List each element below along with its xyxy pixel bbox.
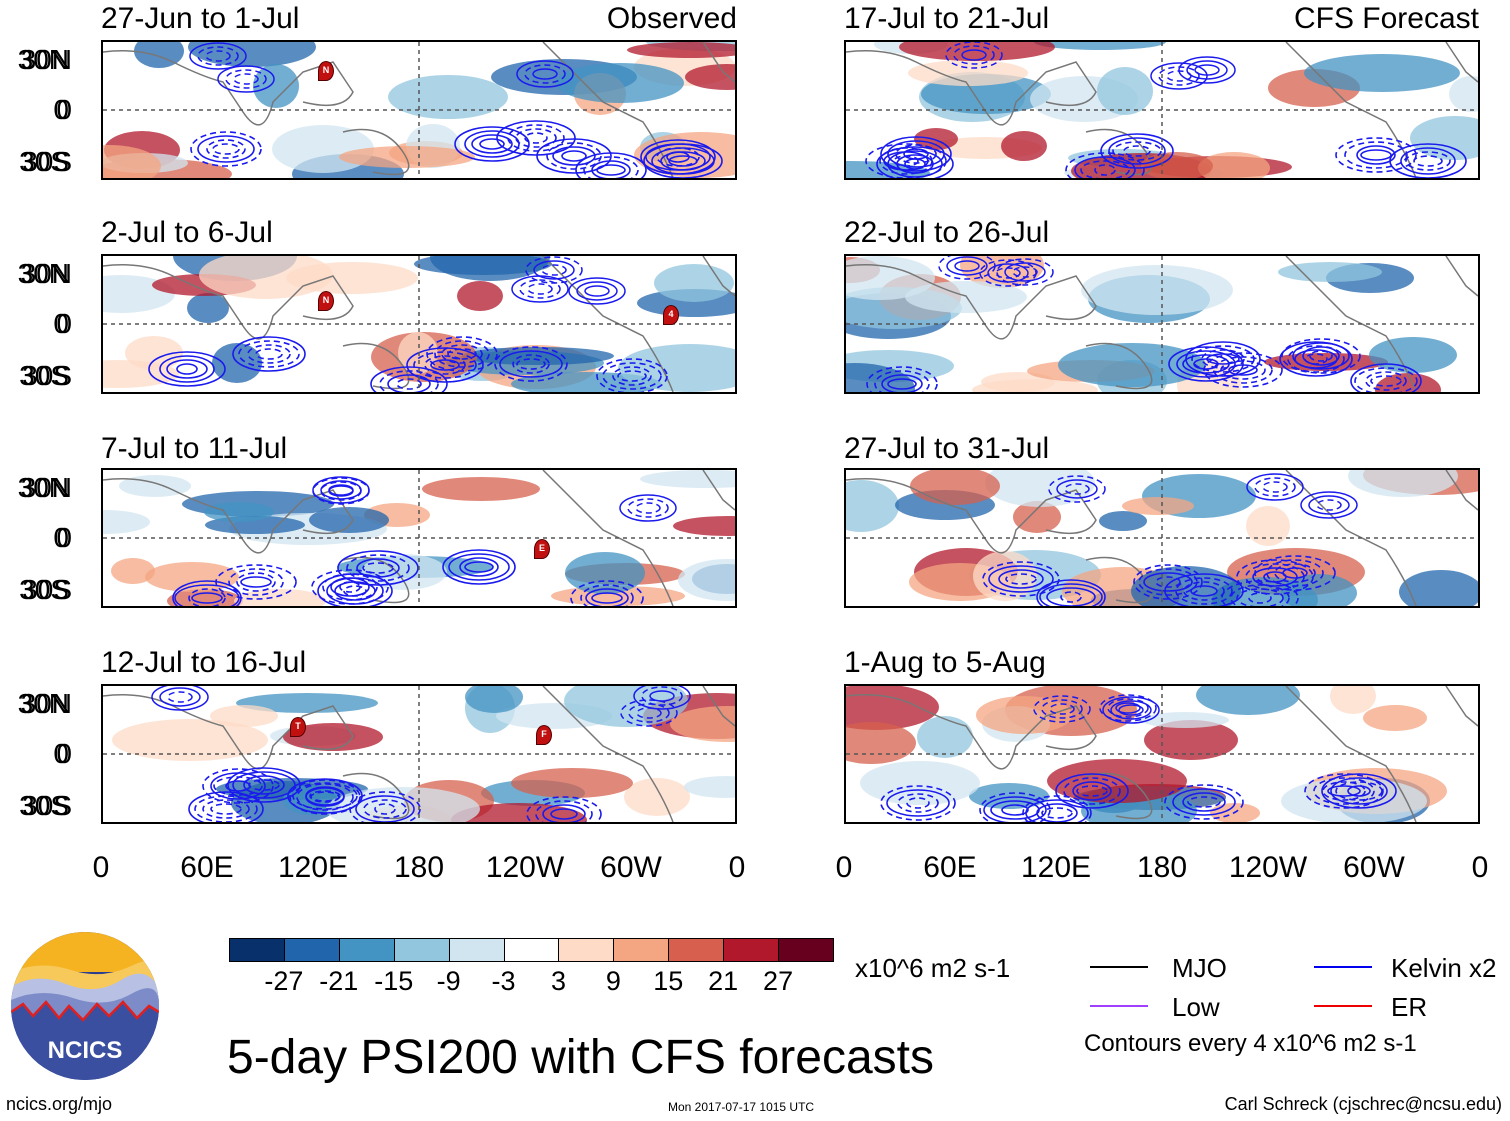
panel-title: 22-Jul to 26-Jul [844, 216, 1050, 249]
lat-label: 30N [17, 44, 69, 75]
colorbar-label: -21 [319, 966, 359, 996]
timestamp: Mon 2017-07-17 1015 UTC [668, 1100, 815, 1114]
legend-low-line [1090, 1005, 1148, 1007]
colorbar-swatch [283, 938, 340, 962]
lat-label: 30S [19, 790, 69, 821]
lat-label: 30N [17, 472, 69, 503]
storm-marker: N [318, 61, 334, 81]
lat-label: 30S [22, 790, 72, 821]
colorbar-swatch [723, 938, 780, 962]
panel-title: 27-Jul to 31-Jul [844, 432, 1050, 465]
lat-label: 30S [22, 146, 72, 177]
lon-label: 60W [1343, 851, 1405, 884]
lat-label: 0 [56, 522, 72, 553]
colorbar-swatch [613, 938, 670, 962]
contour-note: Contours every 4 x10^6 m2 s-1 [1084, 1030, 1417, 1057]
lon-label: 120E [1020, 851, 1092, 884]
colorbar-swatch [338, 938, 395, 962]
lon-label: 60W [600, 851, 662, 884]
colorbar-label: 27 [763, 966, 794, 996]
legend-low-label: Low [1172, 992, 1220, 1022]
lat-label: 30N [20, 688, 72, 719]
colorbar-swatch [503, 938, 560, 962]
colorbar-label: 15 [653, 966, 684, 996]
footer-author: Carl Schreck (cjschrec@ncsu.edu) [1224, 1094, 1502, 1114]
lat-label: 0 [53, 94, 69, 125]
panel-title: 27-Jun to 1-Jul [101, 2, 300, 35]
panel-title: 7-Jul to 11-Jul [101, 432, 288, 465]
footer-link[interactable]: ncics.org/mjo [6, 1094, 113, 1114]
lat-label: 0 [56, 738, 72, 769]
lat-label: 30S [19, 146, 69, 177]
legend-mjo-line [1090, 966, 1148, 968]
legend-kelvin-label: Kelvin x2 [1391, 953, 1497, 983]
panel-title: 1-Aug to 5-Aug [844, 646, 1046, 679]
colorbar-swatch [448, 938, 505, 962]
ncics-logo: NCICS [11, 932, 159, 1080]
main-title: 5-day PSI200 with CFS forecasts [227, 1031, 934, 1084]
colorbar-label: -3 [491, 966, 516, 996]
psi200-map [844, 468, 1480, 608]
lat-label: 0 [53, 308, 69, 339]
lat-label: 0 [53, 522, 69, 553]
lon-label: 0 [728, 851, 746, 884]
legend-er-line [1314, 1005, 1372, 1007]
storm-marker: E [534, 539, 550, 559]
lon-label: 120W [1228, 851, 1308, 884]
colorbar-label: 9 [605, 966, 621, 996]
lat-label: 30S [22, 574, 72, 605]
storm-marker: F [536, 725, 552, 745]
lon-label: 0 [835, 851, 853, 884]
storm-marker: T [290, 717, 306, 737]
colorbar-swatch [229, 938, 285, 962]
colorbar-label: -15 [374, 966, 414, 996]
psi200-map [844, 254, 1480, 394]
colorbar-label: -9 [436, 966, 461, 996]
lat-label: 30N [20, 472, 72, 503]
panel-tag: CFS Forecast [1293, 2, 1479, 35]
storm-marker: N [318, 291, 334, 311]
legend-mjo-label: MJO [1172, 953, 1227, 983]
colorbar-swatch [393, 938, 450, 962]
lat-label: 30N [20, 44, 72, 75]
lon-label: 0 [92, 851, 110, 884]
lon-label: 120W [485, 851, 565, 884]
legend-er-label: ER [1391, 992, 1428, 1022]
colorbar-label: 3 [550, 966, 566, 996]
legend-kelvin-line [1314, 966, 1372, 968]
psi200-map: N [101, 40, 737, 180]
lon-label: 180 [393, 851, 445, 884]
panel-title: 12-Jul to 16-Jul [101, 646, 307, 679]
lat-label: 30N [17, 688, 69, 719]
storm-marker: 4 [663, 305, 679, 325]
psi200-map: E [101, 468, 737, 608]
colorbar-swatch [778, 938, 834, 962]
lat-label: 0 [56, 94, 72, 125]
psi200-map [844, 684, 1480, 824]
lon-label: 60E [180, 851, 234, 884]
lat-label: 30S [22, 360, 72, 391]
panel-title: 17-Jul to 21-Jul [844, 2, 1050, 35]
colorbar-swatch [558, 938, 615, 962]
lat-label: 30N [17, 258, 69, 289]
colorbar-swatch [668, 938, 725, 962]
lon-label: 180 [1136, 851, 1188, 884]
lat-label: 30S [19, 574, 69, 605]
lon-label: 0 [1471, 851, 1489, 884]
lat-label: 30N [20, 258, 72, 289]
lat-label: 0 [53, 738, 69, 769]
panel-tag: Observed [606, 2, 737, 35]
colorbar-units: x10^6 m2 s-1 [855, 953, 1011, 983]
colorbar-label: 21 [708, 966, 739, 996]
logo-text: NCICS [48, 1037, 123, 1064]
colorbar-label: -27 [264, 966, 304, 996]
lat-label: 0 [56, 308, 72, 339]
panel-title: 2-Jul to 6-Jul [101, 216, 273, 249]
lon-label: 60E [923, 851, 977, 884]
lat-label: 30S [19, 360, 69, 391]
psi200-map [844, 40, 1480, 180]
lon-label: 120E [277, 851, 349, 884]
